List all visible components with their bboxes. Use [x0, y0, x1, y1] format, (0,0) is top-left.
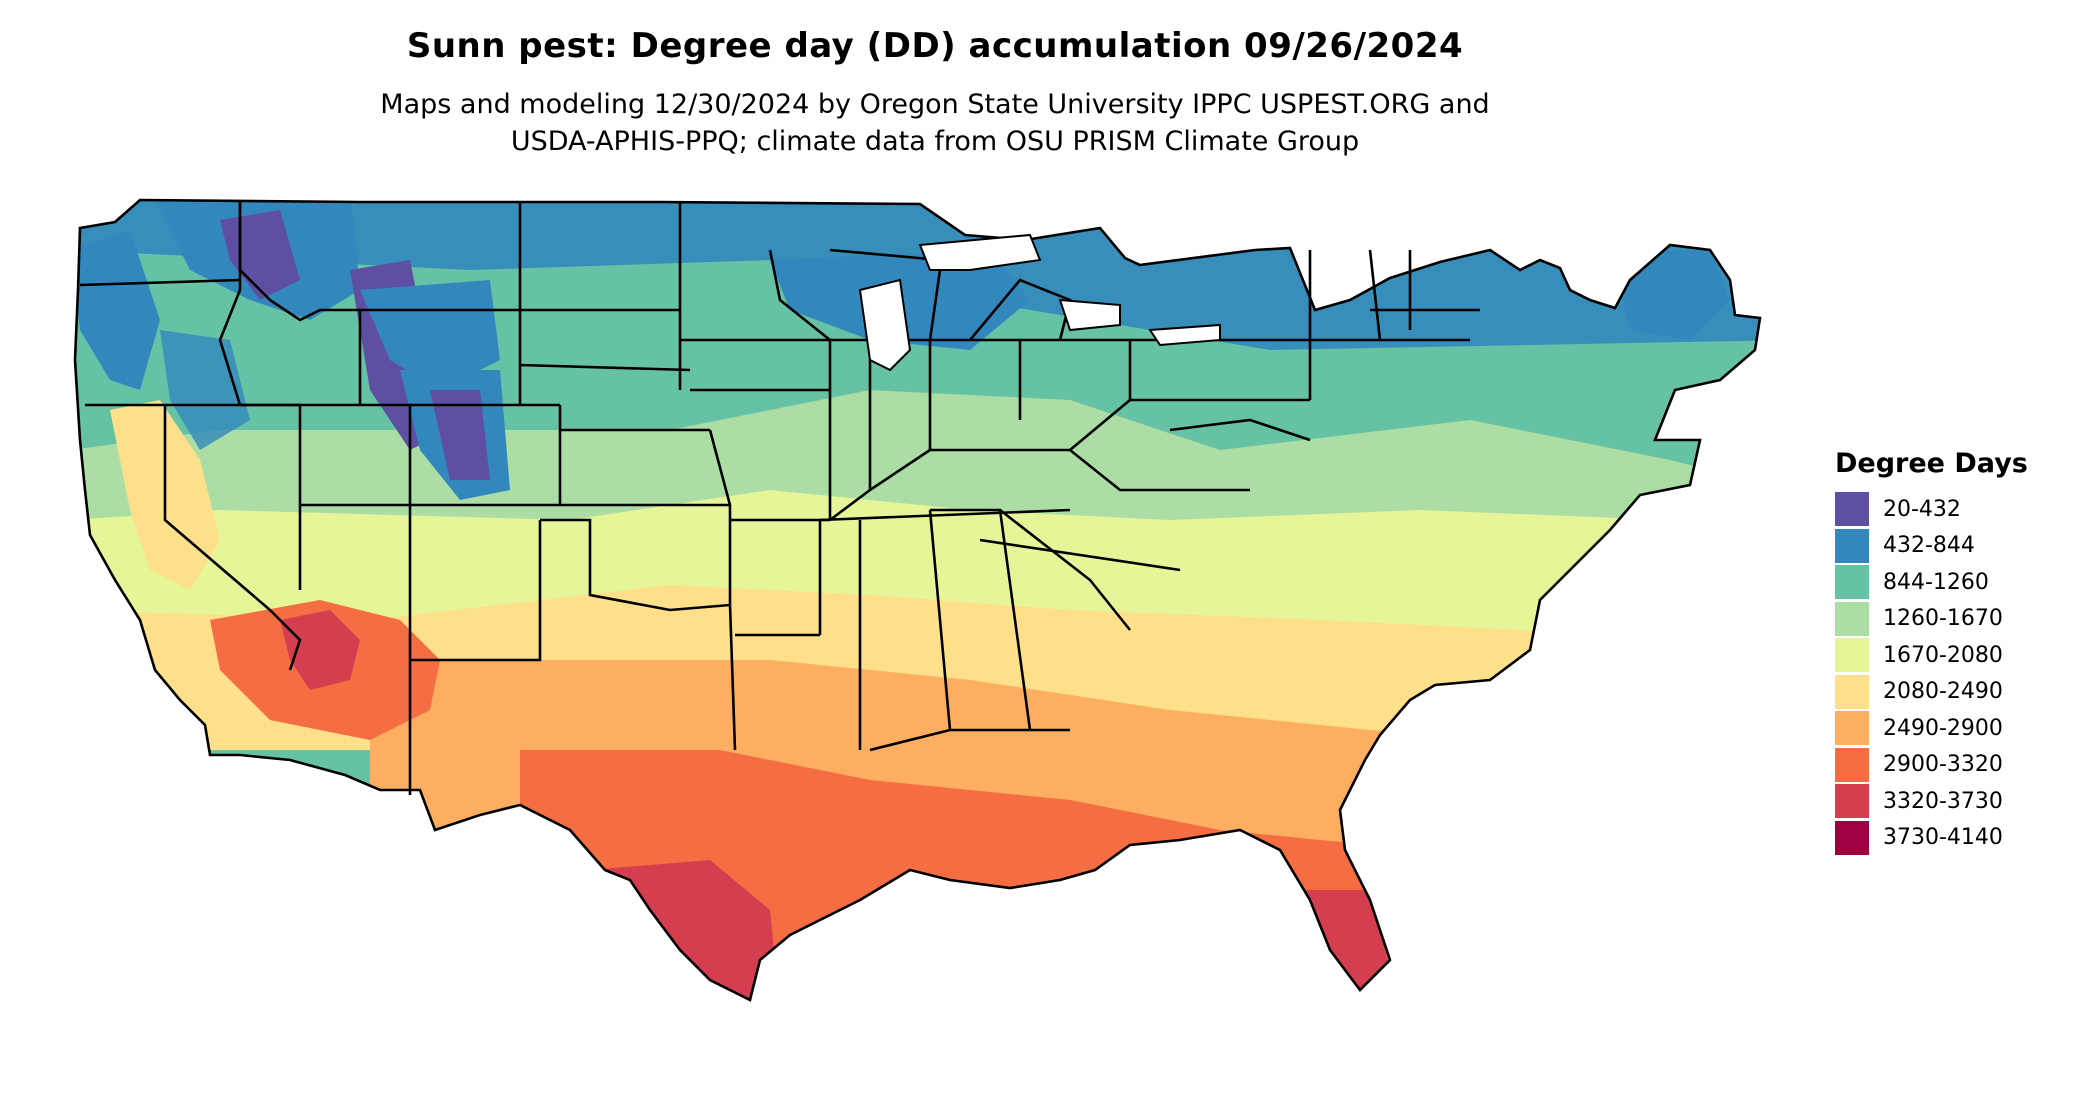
degree-day-bands [75, 200, 1760, 1000]
legend-label: 1670-2080 [1883, 642, 2003, 668]
legend-label: 3730-4140 [1883, 825, 2003, 851]
legend-swatch [1835, 711, 1869, 746]
degree-day-map [70, 190, 1790, 1110]
legend-swatch [1835, 784, 1869, 819]
legend-item: 844-1260 [1835, 564, 2085, 601]
legend-swatch [1835, 492, 1869, 527]
legend-item: 3730-4140 [1835, 820, 2085, 857]
legend-swatch [1835, 820, 1869, 855]
legend-item: 2900-3320 [1835, 747, 2085, 784]
map-subtitle: Maps and modeling 12/30/2024 by Oregon S… [0, 86, 1870, 160]
legend-swatch [1835, 565, 1869, 600]
legend-item: 2490-2900 [1835, 710, 2085, 747]
legend-label: 2490-2900 [1883, 715, 2003, 741]
map-title: Sunn pest: Degree day (DD) accumulation … [406, 26, 1464, 66]
legend: Degree Days 20-432 432-844 844-1260 1260-16… [1835, 448, 2085, 856]
legend-item: 1260-1670 [1835, 601, 2085, 638]
legend-item: 432-844 [1835, 528, 2085, 565]
us-map-svg [73, 198, 1762, 1002]
legend-label: 3320-3730 [1883, 788, 2003, 814]
legend-item: 2080-2490 [1835, 674, 2085, 711]
legend-label: 432-844 [1883, 533, 1975, 559]
legend-swatch [1835, 528, 1869, 563]
legend-item: 20-432 [1835, 491, 2085, 528]
legend-items: 20-432 432-844 844-1260 1260-1670 1670-2080 2… [1835, 491, 2085, 856]
legend-item: 3320-3730 [1835, 783, 2085, 820]
legend-label: 2900-3320 [1883, 752, 2003, 778]
legend-swatch [1835, 747, 1869, 782]
legend-swatch [1835, 638, 1869, 673]
great-lakes [858, 233, 1221, 372]
subtitle-line-1: Maps and modeling 12/30/2024 by Oregon S… [380, 89, 1490, 120]
legend-label: 1260-1670 [1883, 606, 2003, 632]
legend-swatch [1835, 674, 1869, 709]
legend-item: 1670-2080 [1835, 637, 2085, 674]
legend-title: Degree Days [1835, 448, 2028, 479]
legend-label: 20-432 [1883, 496, 1961, 522]
legend-swatch [1835, 601, 1869, 636]
legend-label: 844-1260 [1883, 569, 1989, 595]
subtitle-line-2: USDA-APHIS-PPQ; climate data from OSU PR… [510, 126, 1360, 157]
legend-label: 2080-2490 [1883, 679, 2003, 705]
state-boundaries [73, 198, 1762, 1002]
